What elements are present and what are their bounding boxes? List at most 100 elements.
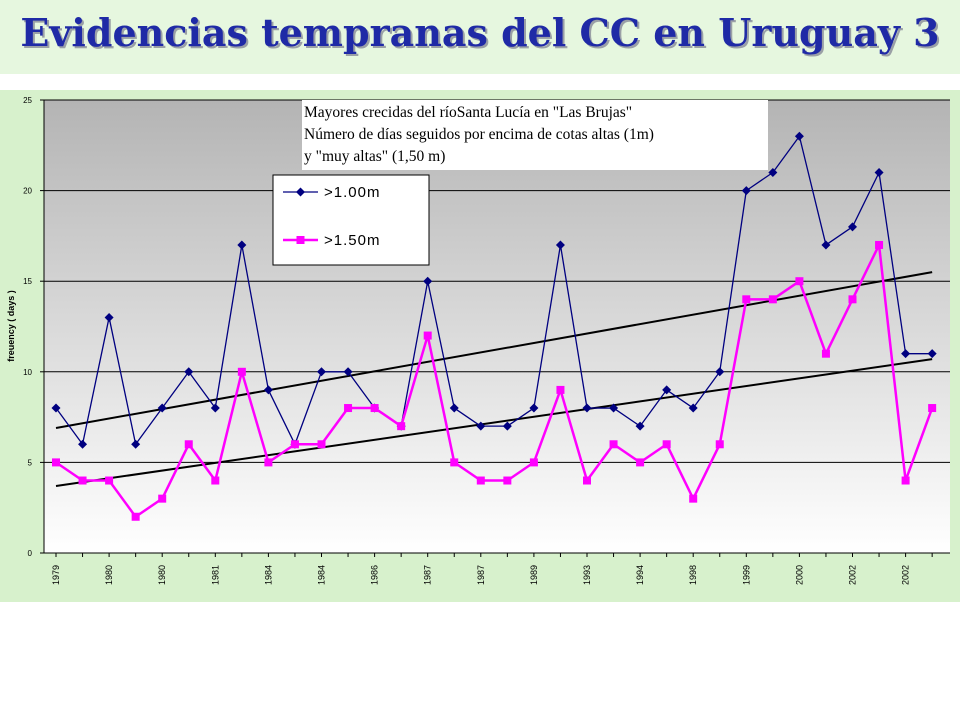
x-tick-label: 1998 xyxy=(688,565,698,585)
series-2-point xyxy=(476,476,485,485)
trendline-1 xyxy=(55,271,933,429)
series-1-point xyxy=(848,222,857,232)
series-1-point xyxy=(874,167,884,177)
series-1-point xyxy=(555,240,565,250)
series-1-point xyxy=(317,367,326,377)
chart-note: Mayores crecidas del ríoSanta Lucía en "… xyxy=(302,100,768,170)
x-tick-label: 1993 xyxy=(582,565,592,585)
title-band xyxy=(0,0,960,74)
x-tick-label: 2000 xyxy=(794,565,804,585)
chart-note-line-3: y "muy altas" (1,50 m) xyxy=(304,148,445,165)
y-tick-label: 25 xyxy=(23,96,32,105)
chart-note-line-1: Mayores crecidas del ríoSanta Lucía en "… xyxy=(304,104,632,121)
series-2-point xyxy=(450,458,459,467)
series-2-point xyxy=(317,440,326,449)
x-tick-label: 1980 xyxy=(157,565,167,585)
series-2-point xyxy=(211,476,220,485)
series-1-point xyxy=(157,403,167,413)
series-2-point xyxy=(901,476,910,485)
series-1-point xyxy=(688,403,698,413)
series-1-point xyxy=(741,186,751,196)
y-tick-label: 15 xyxy=(23,277,32,286)
series-2-point xyxy=(848,295,857,304)
series-1-point xyxy=(184,367,194,377)
legend-label-series-1: >1.00m xyxy=(324,184,380,201)
series-1-point xyxy=(476,421,486,431)
series-line-2 xyxy=(55,243,934,519)
series-2-point xyxy=(768,295,777,304)
series-2-point xyxy=(237,367,246,376)
trend-layer xyxy=(55,271,933,487)
series-1-point xyxy=(51,403,61,413)
series-2-point xyxy=(689,494,698,503)
series-1-point xyxy=(635,421,645,431)
series-1-point xyxy=(927,349,937,359)
series-2-point xyxy=(529,458,538,467)
series-2-point xyxy=(662,440,671,449)
series-line-1 xyxy=(55,135,933,445)
axis-layer: 0 5 10 15 20 25 1979 1980 1980 1981 1984 1984 1986 19… xyxy=(23,96,950,585)
x-tick-label: 1987 xyxy=(423,565,433,585)
series-2-point xyxy=(397,422,406,431)
series-2-point xyxy=(290,440,299,449)
series-2-point xyxy=(264,458,273,467)
x-tick-label: 1987 xyxy=(476,565,486,585)
series-2-point xyxy=(131,512,140,521)
plot-area xyxy=(44,100,950,553)
series-2-point xyxy=(742,295,751,304)
y-tick-label: 5 xyxy=(28,458,33,467)
series-2-point xyxy=(795,277,804,286)
series-2-point xyxy=(636,458,645,467)
series-1-point xyxy=(582,403,592,413)
series-2-point xyxy=(928,404,937,413)
trendline-2 xyxy=(55,358,933,487)
chart-note-box xyxy=(302,100,768,170)
series-1-point xyxy=(104,312,114,322)
chart-note-line-2: Número de días seguidos por encima de co… xyxy=(304,126,654,143)
series-layer xyxy=(51,131,937,521)
x-tick-label: 1980 xyxy=(104,565,114,585)
series-1-point xyxy=(449,403,459,413)
x-tick-label: 1999 xyxy=(741,565,751,585)
series-2-point xyxy=(158,494,167,503)
x-tick-label: 1984 xyxy=(263,565,273,585)
series-1-point xyxy=(768,167,778,177)
series-1-point xyxy=(131,439,141,449)
series-1-point xyxy=(78,439,88,449)
y-tick-label: 10 xyxy=(23,368,32,377)
series-1-point xyxy=(263,385,273,395)
y-tick-label: 0 xyxy=(28,549,33,558)
slide-title: Evidencias tempranas del CC en Uruguay 3 xyxy=(20,10,940,55)
legend-marker-series-1 xyxy=(296,187,305,197)
series-2-point xyxy=(503,476,512,485)
x-tick-label: 2002 xyxy=(848,565,858,585)
series-2-point xyxy=(423,331,432,340)
legend-label-series-2: >1.50m xyxy=(324,232,380,249)
series-1-point xyxy=(821,240,831,250)
series-1-point xyxy=(210,403,220,413)
x-tick-label: 2002 xyxy=(901,565,911,585)
x-tick-label: 1986 xyxy=(370,565,380,585)
series-1-point xyxy=(662,385,672,395)
series-2-point xyxy=(556,385,565,394)
series-2-point xyxy=(715,440,724,449)
series-2-point xyxy=(821,349,830,358)
x-tick-label: 1984 xyxy=(317,565,327,585)
series-1-point xyxy=(715,367,725,377)
series-2-point xyxy=(370,404,379,413)
series-2-point xyxy=(583,476,591,485)
series-1-point xyxy=(609,403,619,413)
series-2-point xyxy=(105,476,114,485)
series-1-point xyxy=(901,349,911,359)
series-2-point xyxy=(875,240,884,249)
series-2-point xyxy=(52,458,60,467)
x-tick-label: 1994 xyxy=(635,565,645,585)
series-1-point xyxy=(502,421,512,431)
series-1-point xyxy=(529,403,539,413)
series-1-point xyxy=(237,240,247,250)
series-2-point xyxy=(184,440,193,449)
series-1-point xyxy=(794,131,804,141)
series-2-point xyxy=(609,440,618,449)
series-1-point xyxy=(343,367,353,377)
